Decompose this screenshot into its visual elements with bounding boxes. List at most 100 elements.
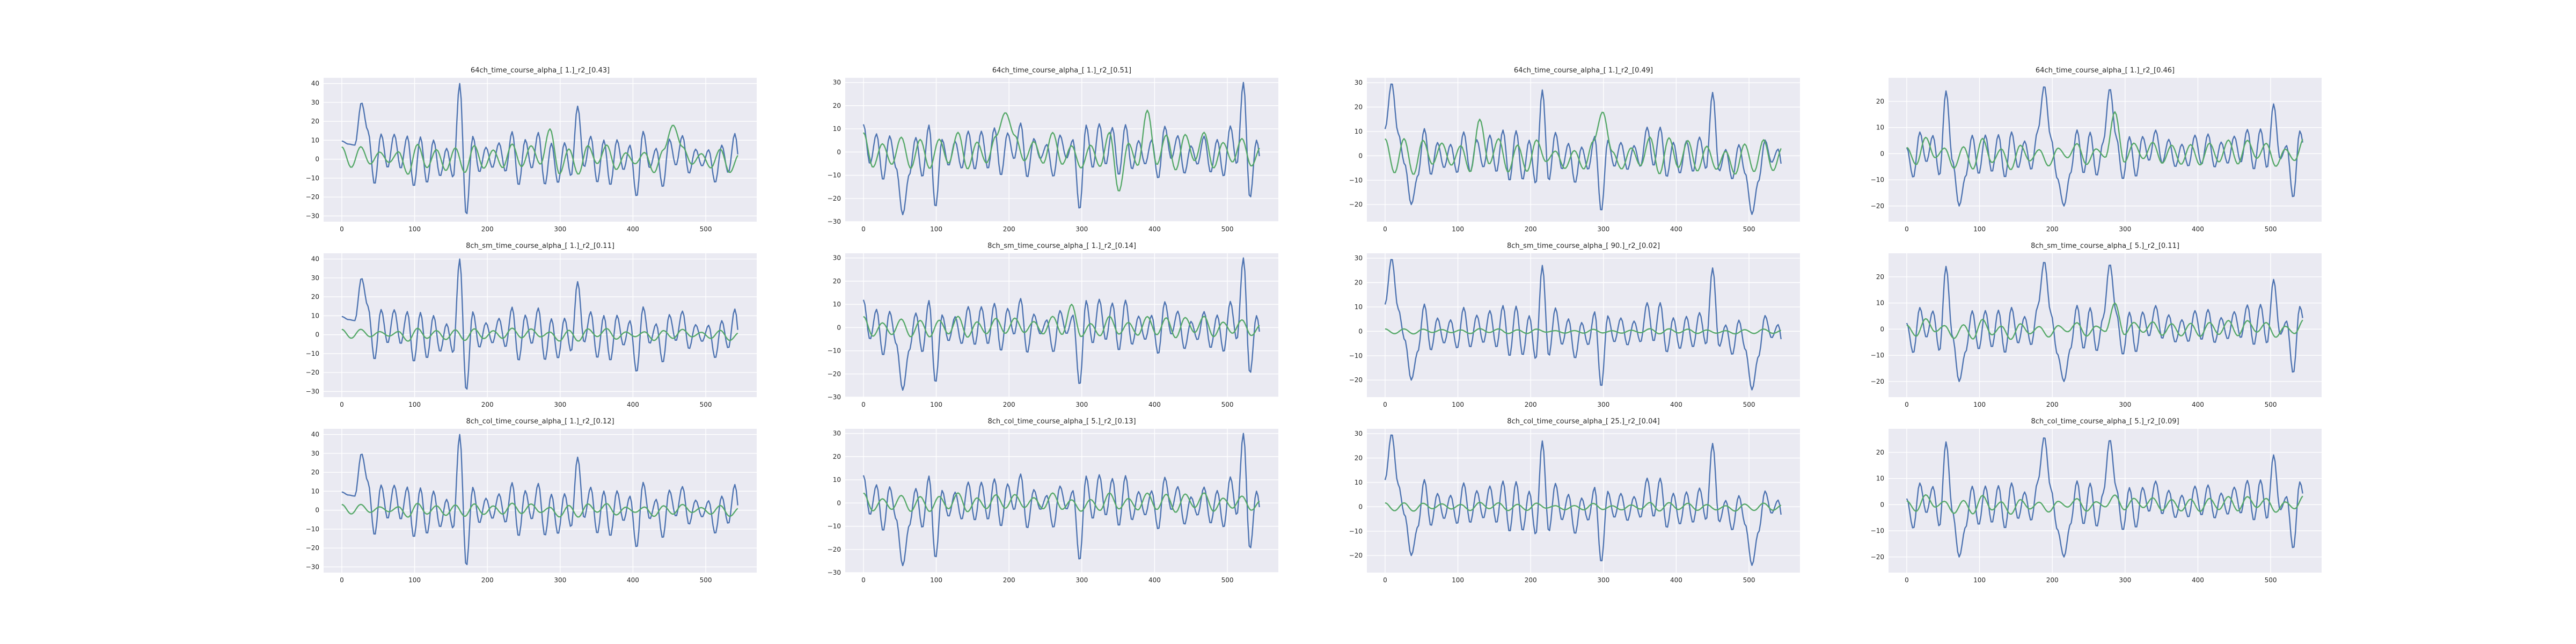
plot-area (324, 429, 757, 573)
y-tick-label: 30 (1355, 79, 1363, 86)
y-tick-label: −30 (828, 569, 841, 576)
y-tick-label: 0 (1880, 150, 1884, 157)
x-tick-label: 0 (1905, 401, 1909, 408)
y-tick-label: −20 (1871, 553, 1884, 561)
x-tick-label: 0 (1905, 576, 1909, 584)
series-line-green (1906, 494, 2303, 515)
y-tick-label: 30 (1355, 430, 1363, 437)
y-tick-label: −20 (306, 369, 319, 376)
y-tick-label: −30 (828, 393, 841, 401)
y-tick-label: −10 (1871, 352, 1884, 359)
x-tick-label: 100 (930, 576, 942, 584)
subplot-title: 8ch_sm_time_course_alpha_[ 5.]_r2_[0.11] (2031, 242, 2179, 250)
x-tick-label: 400 (627, 225, 639, 233)
series-line-green (1906, 302, 2303, 340)
x-tick-label: 100 (408, 225, 421, 233)
x-tick-label: 300 (2119, 401, 2131, 408)
x-tick-label: 100 (930, 225, 942, 233)
x-tick-label: 200 (2046, 576, 2059, 584)
y-tick-label: 20 (1876, 98, 1884, 105)
x-tick-label: 500 (2265, 225, 2277, 233)
x-tick-label: 500 (1221, 576, 1234, 584)
y-tick-label: 30 (833, 79, 841, 86)
subplot-title: 64ch_time_course_alpha_[ 1.]_r2_[0.49] (1514, 67, 1653, 75)
subplot-title: 8ch_col_time_course_alpha_[ 25.]_r2_[0.0… (1507, 418, 1659, 426)
y-tick-label: −20 (1349, 376, 1363, 384)
x-tick-label: 400 (1670, 225, 1682, 233)
x-tick-label: 100 (930, 401, 942, 408)
subplot-7: 0 100 200 300 400 500 −20 −10 0 10 20 30 8ch_sm_time… (1349, 242, 1800, 408)
y-tick-label: 20 (833, 453, 841, 460)
x-tick-label: 200 (2046, 401, 2059, 408)
subplot-8: 0 100 200 300 400 500 −20 −10 0 10 20 8ch_sm_time_c… (1871, 242, 2322, 408)
y-tick-label: 0 (1880, 501, 1884, 508)
plot-area (845, 429, 1278, 573)
x-tick-label: 200 (481, 401, 494, 408)
x-tick-label: 100 (1452, 225, 1464, 233)
y-tick-label: 30 (833, 430, 841, 437)
series-line-green (341, 502, 738, 518)
y-tick-label: 20 (311, 118, 319, 125)
x-tick-label: 0 (861, 225, 866, 233)
y-tick-label: 10 (1355, 303, 1363, 311)
x-tick-label: 400 (627, 401, 639, 408)
x-tick-label: 200 (1003, 225, 1015, 233)
y-tick-label: −20 (1871, 378, 1884, 385)
plot-area (1889, 253, 2322, 397)
subplot-title: 8ch_sm_time_course_alpha_[ 1.]_r2_[0.11] (466, 242, 614, 250)
series-line-green (863, 492, 1260, 513)
x-tick-label: 400 (2192, 225, 2204, 233)
y-tick-label: 40 (311, 431, 319, 438)
series-line-green (1385, 328, 1782, 335)
y-tick-label: 10 (1876, 475, 1884, 482)
y-tick-label: 30 (833, 254, 841, 262)
x-tick-label: 300 (2119, 576, 2131, 584)
x-tick-label: 400 (1148, 576, 1161, 584)
x-tick-label: 0 (340, 225, 344, 233)
series-line-green (341, 327, 738, 342)
x-tick-label: 200 (1003, 401, 1015, 408)
subplot-9: 0 100 200 300 400 500 −30 −20 −10 0 10 20 30 40 8ch_co… (306, 418, 757, 584)
y-tick-label: −10 (306, 525, 319, 533)
y-tick-label: 0 (1358, 503, 1363, 510)
x-tick-label: 200 (1525, 401, 1537, 408)
y-tick-label: 30 (1355, 254, 1363, 262)
y-tick-label: −10 (828, 347, 841, 355)
y-tick-label: 0 (1358, 327, 1363, 335)
subplot-10: 0 100 200 300 400 500 −30 −20 −10 0 10 20 30 8ch_col_… (828, 418, 1278, 584)
y-tick-label: 0 (315, 156, 319, 163)
y-tick-label: 0 (1358, 152, 1363, 159)
y-tick-label: −10 (306, 174, 319, 182)
y-tick-label: 20 (833, 277, 841, 285)
plot-area (1889, 429, 2322, 573)
series-line-green (1385, 501, 1782, 512)
x-tick-label: 300 (1075, 576, 1088, 584)
y-tick-label: 0 (837, 148, 841, 156)
y-tick-label: −30 (306, 212, 319, 219)
x-tick-label: 100 (408, 401, 421, 408)
x-tick-label: 500 (700, 576, 712, 584)
x-tick-label: 0 (1383, 401, 1387, 408)
x-tick-label: 500 (1743, 576, 1755, 584)
y-tick-label: −30 (306, 387, 319, 395)
y-tick-label: 10 (833, 476, 841, 484)
x-tick-label: 100 (408, 576, 421, 584)
x-tick-label: 0 (1383, 576, 1387, 584)
plot-area (845, 78, 1278, 222)
x-tick-label: 500 (1743, 401, 1755, 408)
x-tick-label: 400 (1670, 576, 1682, 584)
x-tick-label: 300 (2119, 225, 2131, 233)
y-tick-label: 30 (311, 450, 319, 457)
x-tick-label: 500 (700, 225, 712, 233)
x-tick-label: 0 (1383, 225, 1387, 233)
x-tick-label: 200 (1525, 576, 1537, 584)
x-tick-label: 400 (1670, 401, 1682, 408)
subplot-title: 8ch_col_time_course_alpha_[ 5.]_r2_[0.09… (2031, 418, 2179, 426)
series-line-blue (1384, 83, 1782, 215)
x-tick-label: 300 (554, 576, 566, 584)
x-tick-label: 200 (1003, 576, 1015, 584)
y-tick-label: 10 (833, 301, 841, 308)
series-line-green (341, 125, 738, 175)
subplot-title: 64ch_time_course_alpha_[ 1.]_r2_[0.43] (471, 67, 610, 75)
y-tick-label: 0 (1880, 325, 1884, 333)
